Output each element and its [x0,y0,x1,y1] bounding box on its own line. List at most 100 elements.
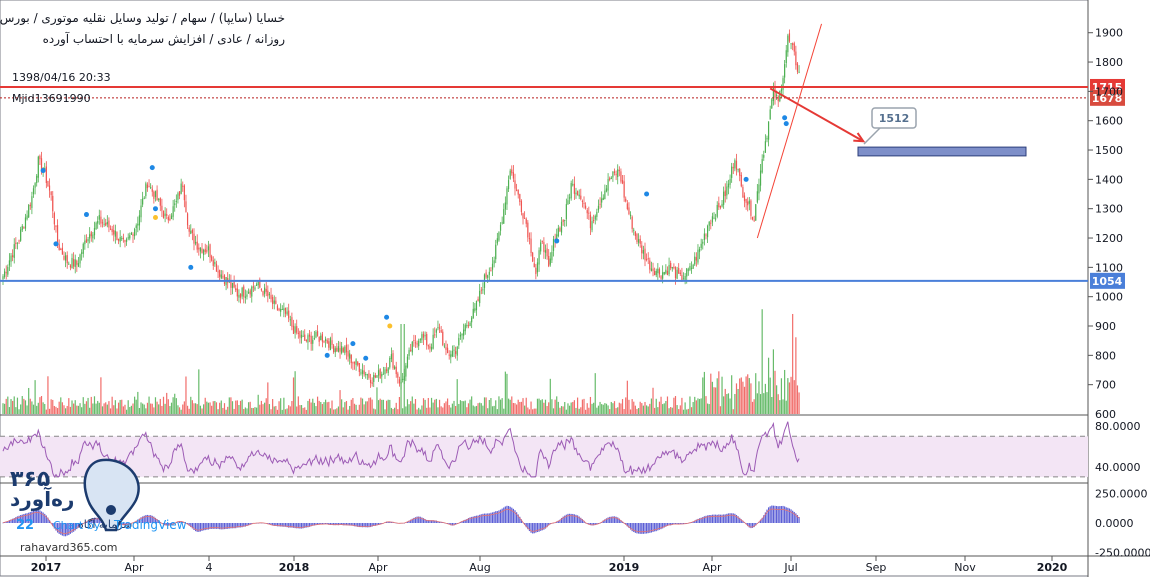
volume-bar [681,397,683,414]
macd-bar [742,520,744,523]
volume-bar [235,400,237,414]
volume-bars [2,309,800,414]
macd-bar [694,520,696,523]
candle [166,208,168,220]
candle [634,230,636,240]
candle [29,202,31,210]
macd-bar [485,513,487,523]
volume-bar [392,409,394,414]
volume-bar [230,397,232,414]
volume-bar [662,404,664,414]
macd-bar [527,523,529,530]
candle [146,182,149,192]
volume-bar [485,397,487,414]
candle [100,210,102,228]
candle [512,165,514,183]
macd-bar [233,523,235,529]
candles[interactable] [2,29,800,390]
volume-bar [620,403,622,414]
volume-bar [331,400,333,414]
volume-bar [613,401,616,414]
candle [150,183,152,190]
event-markers[interactable] [40,115,789,361]
candle [84,234,86,250]
candle [474,303,476,313]
volume-bar [583,398,585,414]
macd-bar [341,523,343,525]
volume-bar [456,379,458,414]
macd-bar [533,523,535,534]
candle [612,170,614,182]
macd-bar [60,523,62,535]
macd-bar [333,523,335,526]
candle [414,335,417,348]
volume-bar [560,406,563,414]
macd-bar [519,516,521,523]
event-marker [363,355,369,361]
macd-bar [649,523,651,533]
volume-bar [66,405,68,414]
volume-bar [302,407,304,414]
macd-bar [437,521,439,523]
volume-bar [689,396,691,414]
macd-bar [345,523,348,526]
macd-bar [633,523,635,533]
candle [85,234,88,244]
volume-bar [609,409,611,414]
candle [331,333,333,349]
macd-bar [795,513,797,523]
candle [353,361,356,370]
candle [246,290,248,300]
volume-bar [575,407,577,414]
candle [605,184,608,193]
symbol-header: خسایا (سایپا) / سهام / تولید وسایل نقلیه… [0,8,285,50]
macd-bar [125,523,128,525]
volume-bar [601,404,603,414]
macd-bar [654,523,656,532]
candle [642,245,644,260]
volume-bar [774,370,776,414]
macd-bar [71,523,73,533]
macd-bar [580,517,582,523]
macd-bar [790,509,792,523]
candle [652,262,654,277]
macd-bar [353,523,356,527]
macd-bar [544,523,547,529]
volume-bar [397,409,399,414]
candle [385,362,388,374]
macd-bar [604,519,606,523]
candle [260,288,263,292]
volume-bar [568,405,571,414]
candle [384,367,386,379]
candle [376,375,378,378]
candle [615,170,617,181]
candle [7,264,9,277]
level-badge [1090,272,1125,289]
volume-bar [668,408,670,414]
macd-bar [472,516,474,523]
volume-bar [713,387,715,414]
candle [485,269,487,279]
volume-bar [267,382,269,414]
macd-bar [169,523,171,526]
candle [504,196,506,215]
candle [170,213,173,220]
candle [463,323,465,340]
macd-bar [727,513,730,523]
event-marker [387,323,393,329]
candle [588,206,590,220]
candle [458,333,460,349]
macd-bar [203,523,205,531]
drawings[interactable]: 1512 [756,23,1027,239]
macd-bar [618,518,620,523]
volume-bar [445,401,447,414]
volume-bar [795,337,797,414]
volume-bar [654,407,656,414]
candle [572,179,574,187]
macd-bar [21,514,23,523]
volume-bar [509,399,511,414]
candle [336,343,338,353]
candle [289,315,291,326]
